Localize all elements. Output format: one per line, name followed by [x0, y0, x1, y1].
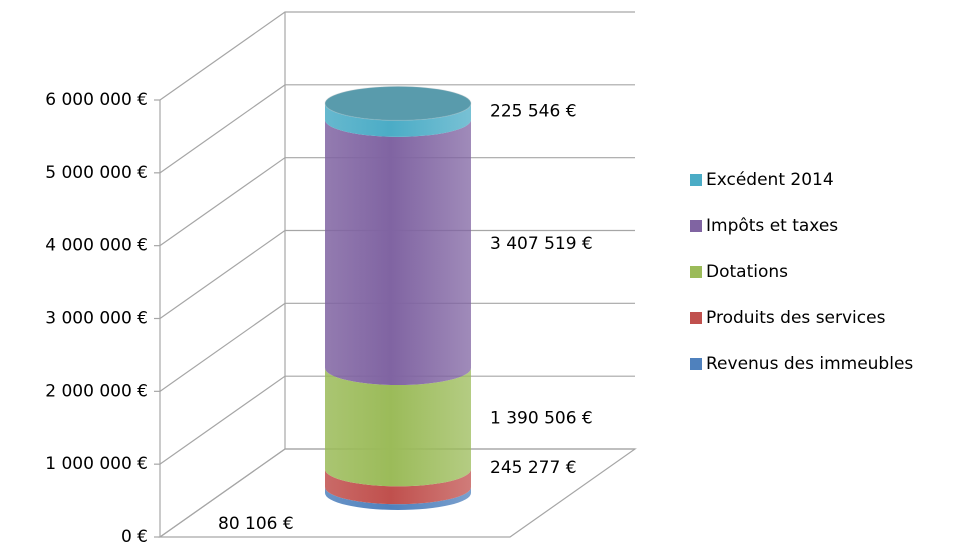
legend-label: Dotations: [706, 262, 788, 282]
legend-label: Produits des services: [706, 308, 886, 328]
cylinder-segment: [325, 119, 471, 386]
grid-line: [159, 375, 635, 465]
legend-label: Impôts et taxes: [706, 216, 838, 236]
grid-line: [159, 157, 635, 247]
legend-swatch: [690, 220, 702, 232]
legend-swatch: [690, 312, 702, 324]
value-label: 3 407 519 €: [490, 234, 593, 254]
value-label: 80 106 €: [218, 514, 294, 534]
cylinder-segment: [325, 487, 471, 510]
grid-line: [159, 11, 635, 101]
value-label: 1 390 506 €: [490, 409, 593, 429]
y-tick-label: 4 000 000 €: [45, 236, 148, 256]
legend-label: Excédent 2014: [706, 170, 834, 190]
cylinder-segment: [325, 469, 471, 505]
legend-swatch: [690, 174, 702, 186]
grid-line: [159, 229, 635, 319]
y-tick-label: 6 000 000 €: [45, 90, 148, 110]
cylinder-top: [324, 85, 472, 121]
legend-label: Revenus des immeubles: [706, 354, 913, 374]
cylinder-segment: [325, 103, 471, 137]
grid-line: [159, 448, 635, 538]
y-tick-label: 3 000 000 €: [45, 309, 148, 329]
y-tick-label: 1 000 000 €: [45, 454, 148, 474]
grid-line: [159, 302, 635, 392]
value-label: 245 277 €: [490, 458, 577, 478]
cylinder-segment: [325, 368, 471, 487]
grid-line: [159, 84, 635, 174]
y-tick-label: 2 000 000 €: [45, 381, 148, 401]
legend-swatch: [690, 266, 702, 278]
value-label: 225 546 €: [490, 102, 577, 122]
y-tick-label: 0 €: [121, 527, 148, 547]
legend-swatch: [690, 358, 702, 370]
y-tick-label: 5 000 000 €: [45, 163, 148, 183]
